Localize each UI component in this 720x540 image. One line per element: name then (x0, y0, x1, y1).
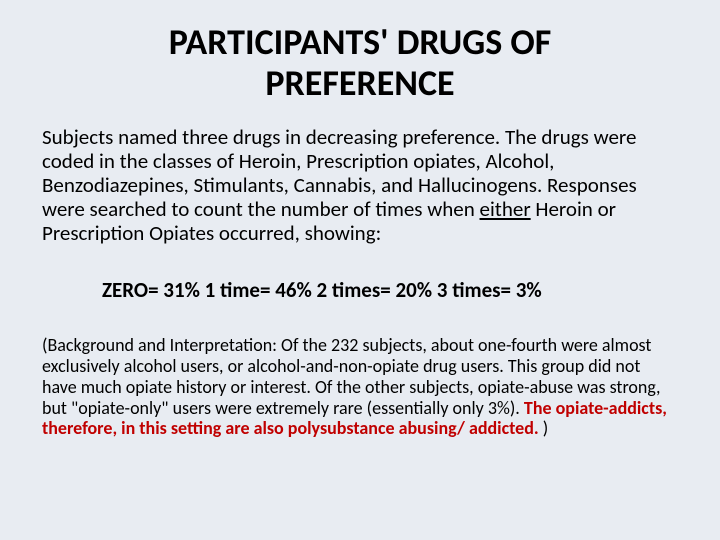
statistics-line: ZERO= 31% 1 time= 46% 2 times= 20% 3 tim… (42, 277, 678, 303)
slide-title: PARTICIPANTS' DRUGS OF PREFERENCE (42, 22, 678, 105)
background-text-2: ) (539, 417, 549, 439)
intro-paragraph: Subjects named three drugs in decreasing… (42, 125, 678, 246)
intro-underlined-word: either (480, 196, 531, 222)
background-paragraph: (Background and Interpretation: Of the 2… (42, 335, 678, 438)
